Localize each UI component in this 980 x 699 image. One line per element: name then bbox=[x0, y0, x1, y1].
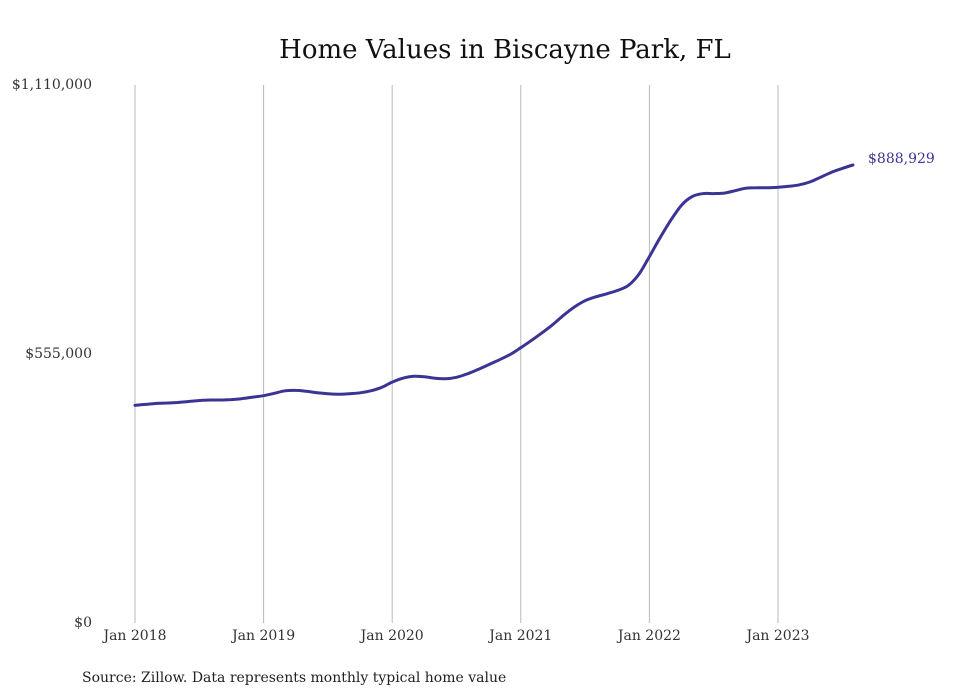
x-tick-label: Jan 2020 bbox=[359, 628, 424, 644]
source-note: Source: Zillow. Data represents monthly … bbox=[82, 670, 506, 686]
y-axis-tick-labels: $0 $555,000 $1,110,000 bbox=[12, 77, 92, 631]
y-tick-label: $1,110,000 bbox=[12, 77, 92, 93]
chart-title: Home Values in Biscayne Park, FL bbox=[279, 35, 731, 65]
series-line-home-value bbox=[133, 163, 855, 407]
x-tick-label: Jan 2019 bbox=[230, 628, 295, 644]
x-axis-tick-labels: Jan 2018 Jan 2019 Jan 2020 Jan 2021 Jan 2022… bbox=[101, 628, 809, 644]
end-value-label: $888,929 bbox=[868, 151, 935, 167]
x-tick-label: Jan 2022 bbox=[616, 628, 681, 644]
x-tick-label: Jan 2018 bbox=[101, 628, 166, 644]
y-tick-label: $555,000 bbox=[25, 346, 92, 362]
vertical-gridlines bbox=[134, 85, 779, 623]
x-tick-label: Jan 2021 bbox=[487, 628, 552, 644]
y-tick-label: $0 bbox=[74, 615, 92, 631]
x-tick-label: Jan 2023 bbox=[744, 628, 809, 644]
